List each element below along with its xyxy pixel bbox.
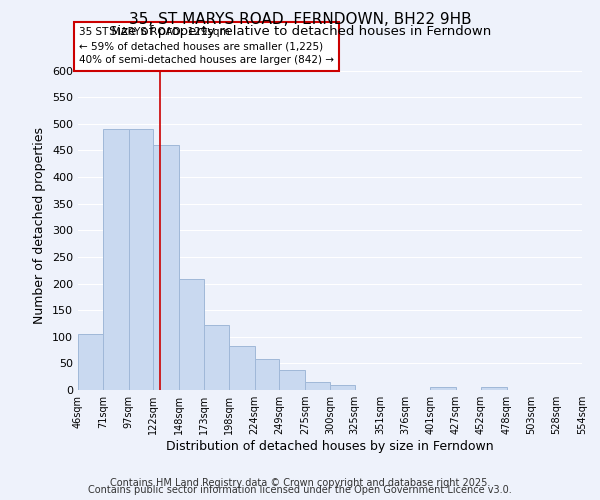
Bar xyxy=(229,346,254,390)
Y-axis label: Number of detached properties: Number of detached properties xyxy=(34,126,46,324)
Bar xyxy=(78,334,103,390)
Text: Contains public sector information licensed under the Open Government Licence v3: Contains public sector information licen… xyxy=(88,485,512,495)
Bar xyxy=(154,145,179,390)
Bar xyxy=(254,359,280,390)
Bar xyxy=(305,382,330,390)
Bar xyxy=(128,129,154,390)
Text: Contains HM Land Registry data © Crown copyright and database right 2025.: Contains HM Land Registry data © Crown c… xyxy=(110,478,490,488)
Bar xyxy=(179,280,204,390)
Bar xyxy=(330,384,355,390)
Text: 35, ST MARYS ROAD, FERNDOWN, BH22 9HB: 35, ST MARYS ROAD, FERNDOWN, BH22 9HB xyxy=(128,12,472,28)
Text: Size of property relative to detached houses in Ferndown: Size of property relative to detached ho… xyxy=(109,25,491,38)
Bar xyxy=(430,388,456,390)
Bar xyxy=(280,370,305,390)
X-axis label: Distribution of detached houses by size in Ferndown: Distribution of detached houses by size … xyxy=(166,440,494,453)
Bar xyxy=(481,388,506,390)
Text: 35 ST MARYS ROAD: 129sqm
← 59% of detached houses are smaller (1,225)
40% of sem: 35 ST MARYS ROAD: 129sqm ← 59% of detach… xyxy=(79,28,334,66)
Bar xyxy=(204,324,229,390)
Bar xyxy=(103,129,128,390)
